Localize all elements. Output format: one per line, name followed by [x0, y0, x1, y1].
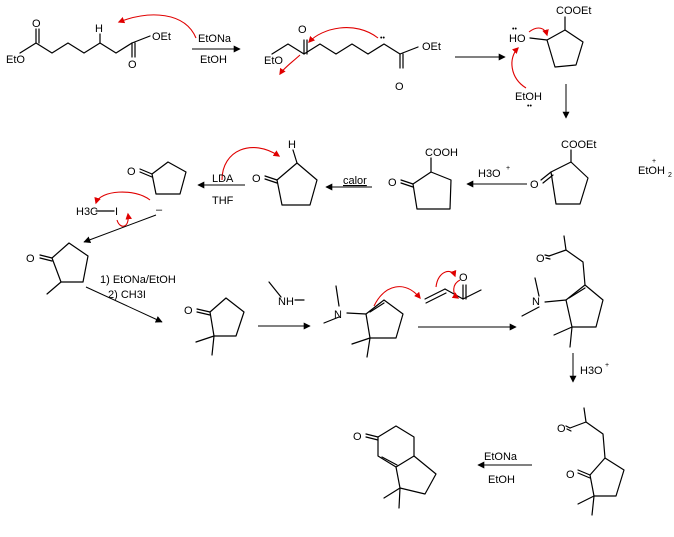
- reagent-h3o-plus: +: [506, 165, 510, 172]
- ketone-oxygen-label: O: [557, 423, 566, 435]
- reagent-etona: EtONa: [198, 33, 232, 45]
- reagent-etona: EtONa: [484, 451, 518, 463]
- reagent-h3o: H3O: [478, 168, 501, 180]
- ketone-oxygen-label: O: [388, 177, 397, 189]
- ketone-oxygen-label: O: [26, 253, 35, 265]
- amine-hydrogen-label: H: [286, 296, 294, 308]
- reagent-step-1: 1) EtONa/EtOH: [100, 274, 176, 286]
- reagent-step-2: 2) CH3I: [108, 289, 146, 301]
- reagent-etoh: EtOH: [488, 474, 515, 486]
- molecule-diethyl-adipate: O EtO H O OEt: [6, 14, 197, 71]
- reaction-arrow-lda: LDA THF: [197, 173, 245, 207]
- lone-pair-dots: ••: [527, 103, 532, 110]
- molecule-diketone: O O: [557, 407, 625, 516]
- ethoxy-label: OEt: [422, 41, 441, 53]
- reagent-h3o: H3O: [580, 365, 603, 377]
- ketone-oxygen-label: O: [252, 173, 261, 185]
- carbonyl-oxygen-label: O: [395, 81, 404, 93]
- reagent-etoh: EtOH: [200, 54, 227, 66]
- molecule-beta-keto-acid: COOH O: [388, 147, 458, 210]
- carbanion-charge: –: [156, 204, 163, 216]
- hydroxyl-label: HO: [509, 33, 526, 45]
- alpha-hydrogen-label: H: [288, 139, 296, 151]
- reagent-thf: THF: [212, 195, 234, 207]
- reaction-arrow-hydrolysis: H3O +: [466, 165, 527, 188]
- reaction-arrow-hydrolysis2: H3O +: [569, 353, 609, 383]
- ketone-oxygen-label: O: [127, 166, 136, 178]
- reaction-arrow-aldol: EtONa EtOH: [477, 451, 532, 486]
- ethoxy-label: EtO: [264, 55, 283, 67]
- ester-group-label: COOEt: [556, 5, 591, 17]
- lone-pair-dots: ••: [380, 35, 385, 42]
- reagent-h3o-plus: +: [605, 362, 609, 369]
- ethyloxonium-label: EtOH: [638, 165, 665, 177]
- reaction-arrow-decarboxylation: calor: [325, 175, 372, 191]
- molecule-methyl-vinyl-ketone: O: [424, 269, 482, 304]
- molecule-bicyclic-enone: O: [353, 425, 437, 509]
- molecule-beta-keto-ester: COOEt O: [530, 139, 596, 205]
- ethoxy-label: EtO: [6, 54, 25, 66]
- carboxylic-acid-label: COOH: [425, 147, 458, 159]
- carbonyl-oxygen-label: O: [32, 18, 41, 30]
- amine-nitrogen-label: N: [278, 296, 286, 308]
- plus-charge: +: [652, 158, 656, 165]
- enamine-nitrogen-label: N: [532, 296, 540, 308]
- molecule-michael-adduct: N O: [521, 235, 604, 348]
- reaction-arrow-step1: EtONa EtOH: [192, 33, 241, 66]
- reagent-calor: calor: [343, 175, 367, 187]
- ketone-oxygen-label: O: [353, 431, 362, 443]
- molecule-enamine: N: [323, 285, 421, 358]
- molecule-methyl-iodide: H3C I: [76, 191, 151, 227]
- subscript-2: 2: [668, 172, 672, 179]
- molecule-tetrahedral-intermediate: COOEt HO •• EtOH ••: [509, 5, 591, 110]
- ketone-oxygen-label: O: [536, 253, 545, 265]
- reagent-lda: LDA: [212, 173, 234, 185]
- carbonyl-oxygen-label: O: [128, 59, 137, 71]
- ketone-oxygen-label: O: [459, 272, 468, 284]
- ethanol-label: EtOH: [515, 91, 542, 103]
- ketone-oxygen-label: O: [184, 305, 193, 317]
- molecule-2-2-dimethylcyclopentanone: O: [184, 297, 245, 356]
- iodine-label: I: [115, 206, 118, 218]
- molecule-2-methylcyclopentanone: O: [26, 242, 89, 295]
- reaction-arrow-dimethylation: 1) EtONa/EtOH 2) CH3I: [85, 274, 176, 323]
- molecule-enolate: O –: [127, 161, 187, 216]
- alpha-hydrogen-label: H: [95, 23, 103, 35]
- reaction-arrow-methylation: [83, 214, 157, 244]
- lone-pair-dots: ••: [512, 26, 517, 33]
- enamine-nitrogen-label: N: [334, 309, 342, 321]
- ketone-oxygen-label: O: [530, 179, 539, 191]
- ethyloxonium-ion: EtOH 2 +: [638, 158, 672, 179]
- ketone-oxygen-label: O: [566, 469, 575, 481]
- methyl-label: H3C: [76, 206, 98, 218]
- molecule-carbanion: O EtO •• O OEt: [264, 24, 441, 93]
- ester-group-label: COOEt: [561, 139, 596, 151]
- molecule-cyclopentanone: O H: [221, 139, 318, 206]
- carbonyl-oxygen-label: O: [298, 24, 307, 36]
- ethoxy-label: OEt: [152, 31, 171, 43]
- molecule-dimethylamine: N H: [268, 281, 305, 308]
